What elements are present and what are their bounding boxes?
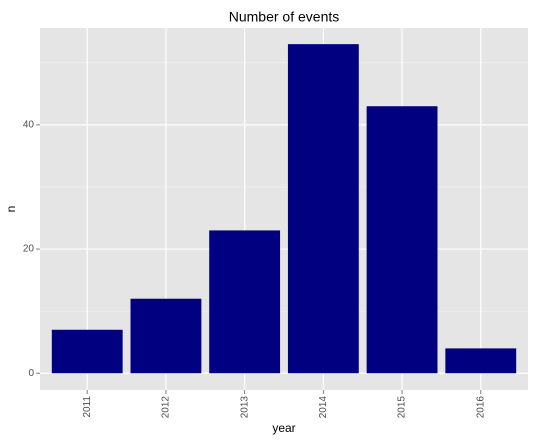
bar (445, 348, 517, 374)
x-tick-label: 2015 (397, 396, 408, 419)
y-tick-label: 0 (28, 368, 34, 379)
y-tick-label: 20 (23, 244, 35, 255)
bar (209, 230, 281, 374)
x-tick-label: 2014 (318, 396, 329, 419)
y-axis-label: n (4, 206, 18, 213)
bar (366, 106, 438, 374)
bar (130, 298, 202, 374)
bar (287, 44, 359, 374)
y-tick-label: 40 (23, 120, 35, 131)
x-tick-label: 2011 (82, 396, 93, 418)
x-tick-label: 2016 (475, 396, 486, 419)
plot-panel (40, 28, 528, 390)
chart-title: Number of events (229, 9, 340, 25)
x-tick-label: 2013 (239, 396, 250, 419)
x-tick-label: 2012 (161, 396, 172, 419)
bar (51, 329, 123, 374)
x-axis-label: year (272, 421, 295, 435)
